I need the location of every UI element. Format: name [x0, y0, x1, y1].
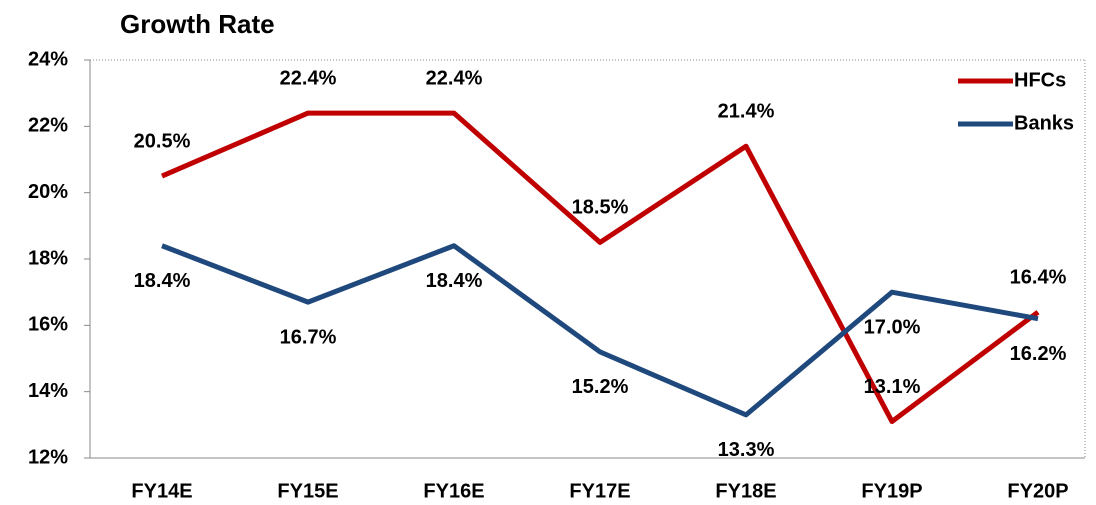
data-label: 13.1%	[864, 376, 921, 398]
legend-label: HFCs	[1014, 69, 1066, 91]
data-label: 22.4%	[426, 67, 483, 89]
data-label: 18.4%	[426, 270, 483, 292]
data-label: 22.4%	[280, 67, 337, 89]
data-label: 20.5%	[134, 130, 191, 152]
data-label: 15.2%	[572, 376, 629, 398]
x-tick-label: FY20P	[1007, 480, 1068, 502]
y-tick-label: 20%	[28, 181, 68, 203]
data-label: 16.7%	[280, 326, 337, 348]
legend-label: Banks	[1014, 112, 1074, 134]
data-label: 18.5%	[572, 197, 629, 219]
x-tick-label: FY17E	[569, 480, 630, 502]
y-tick-label: 24%	[28, 48, 68, 70]
y-tick-label: 16%	[28, 314, 68, 336]
line	[161, 110, 1040, 425]
x-tick-label: FY15E	[277, 480, 338, 502]
x-tick-label: FY14E	[131, 480, 192, 502]
data-label: 17.0%	[864, 316, 921, 338]
x-tick-label: FY18E	[715, 480, 776, 502]
data-label: 16.2%	[1010, 343, 1067, 365]
data-label: 21.4%	[718, 101, 775, 123]
y-tick-label: 14%	[28, 380, 68, 402]
y-tick-label: 18%	[28, 247, 68, 269]
data-label: 18.4%	[134, 270, 191, 292]
y-tick-label: 22%	[28, 115, 68, 137]
data-label: 16.4%	[1010, 266, 1067, 288]
x-tick-label: FY19P	[861, 480, 922, 502]
chart-title: Growth Rate	[120, 9, 275, 39]
y-tick-label: 12%	[28, 446, 68, 468]
line	[161, 243, 1039, 418]
x-tick-label: FY16E	[423, 480, 484, 502]
data-label: 13.3%	[718, 439, 775, 461]
